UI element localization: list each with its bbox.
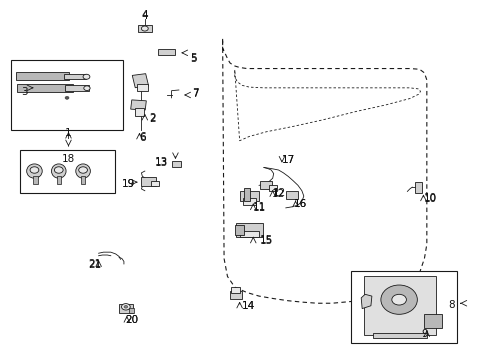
Bar: [364, 276, 435, 335]
Bar: [231, 287, 240, 293]
Text: 20: 20: [125, 315, 138, 325]
Bar: [137, 84, 147, 91]
Text: 14: 14: [241, 301, 255, 311]
Bar: [150, 181, 159, 186]
Text: 11: 11: [252, 203, 265, 213]
Ellipse shape: [54, 167, 63, 173]
Bar: [229, 291, 242, 299]
Text: 6: 6: [139, 133, 145, 143]
Bar: [118, 304, 133, 313]
Text: 21: 21: [88, 259, 101, 269]
Text: 10: 10: [423, 193, 436, 203]
Text: 16: 16: [293, 199, 306, 209]
Text: 4: 4: [141, 11, 148, 21]
Ellipse shape: [141, 26, 148, 31]
Bar: [372, 333, 426, 338]
Bar: [33, 176, 38, 184]
Text: 14: 14: [241, 301, 255, 311]
Bar: [423, 314, 442, 328]
Bar: [260, 181, 272, 189]
Text: 6: 6: [139, 132, 145, 142]
Ellipse shape: [65, 96, 69, 99]
Bar: [242, 198, 256, 204]
Bar: [81, 176, 85, 184]
Ellipse shape: [380, 285, 416, 314]
Text: 16: 16: [293, 199, 306, 208]
Bar: [64, 85, 89, 91]
Text: 5: 5: [190, 54, 196, 64]
Bar: [129, 308, 134, 312]
Text: 12: 12: [272, 188, 285, 198]
Bar: [132, 74, 148, 88]
Text: 13: 13: [155, 157, 168, 167]
Bar: [134, 108, 144, 116]
Text: 17: 17: [281, 156, 294, 165]
Bar: [351, 271, 457, 342]
Ellipse shape: [391, 294, 406, 305]
Text: 2: 2: [148, 113, 155, 123]
Bar: [57, 176, 61, 184]
Bar: [11, 60, 122, 130]
Text: 7: 7: [192, 88, 199, 98]
Bar: [268, 185, 276, 191]
Text: 15: 15: [259, 235, 272, 245]
Bar: [236, 223, 262, 237]
Ellipse shape: [30, 167, 39, 173]
Text: 19: 19: [122, 179, 135, 189]
Bar: [286, 192, 297, 199]
Bar: [235, 225, 244, 235]
Text: 3: 3: [21, 87, 28, 98]
Text: 18: 18: [62, 154, 75, 164]
Text: 13: 13: [155, 158, 168, 168]
Bar: [171, 161, 181, 167]
Text: 17: 17: [281, 155, 294, 165]
Text: 8: 8: [447, 300, 454, 310]
Bar: [16, 72, 69, 80]
Ellipse shape: [121, 303, 130, 310]
Ellipse shape: [79, 167, 87, 173]
Bar: [64, 74, 86, 79]
Bar: [130, 100, 146, 110]
Bar: [414, 182, 422, 193]
Ellipse shape: [83, 74, 90, 79]
Ellipse shape: [83, 86, 90, 90]
Text: 20: 20: [125, 315, 138, 325]
Ellipse shape: [124, 306, 127, 308]
Text: 4: 4: [141, 10, 148, 20]
Ellipse shape: [27, 164, 42, 178]
Text: 11: 11: [252, 202, 265, 212]
Ellipse shape: [51, 164, 66, 178]
Text: 2: 2: [148, 113, 155, 123]
Bar: [240, 191, 258, 202]
Bar: [141, 177, 155, 186]
Bar: [239, 231, 259, 237]
Text: 19: 19: [122, 179, 135, 189]
Bar: [244, 188, 249, 201]
Bar: [20, 150, 115, 193]
Text: 9: 9: [420, 329, 427, 339]
Polygon shape: [361, 294, 371, 309]
Bar: [158, 49, 175, 55]
Text: 1: 1: [65, 128, 72, 138]
Text: 12: 12: [271, 189, 285, 199]
Text: 10: 10: [423, 194, 436, 203]
Text: 15: 15: [259, 236, 272, 246]
Text: 5: 5: [190, 53, 196, 63]
Text: 21: 21: [88, 260, 101, 270]
Ellipse shape: [76, 164, 90, 178]
Bar: [138, 24, 151, 32]
Bar: [17, 84, 73, 92]
Text: 7: 7: [192, 89, 199, 99]
